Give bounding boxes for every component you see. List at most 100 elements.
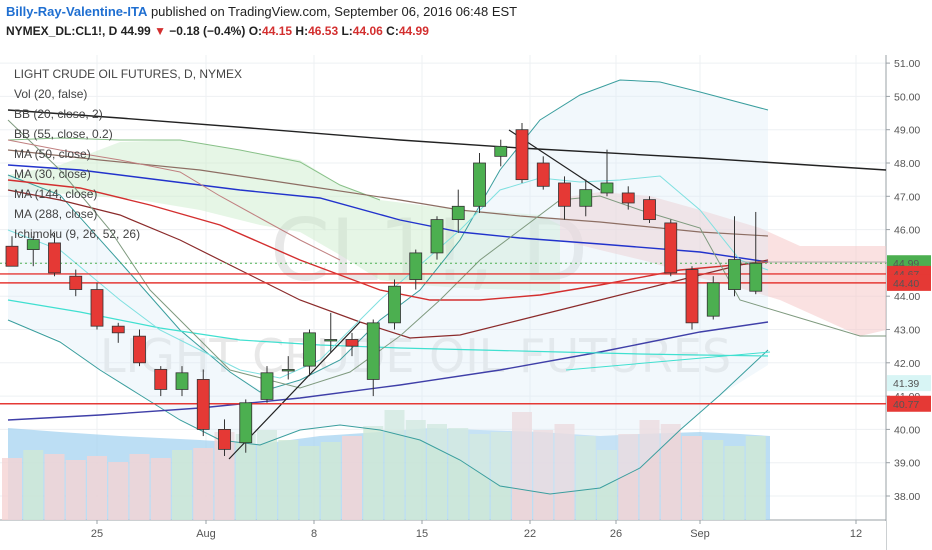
- candle-body: [324, 339, 338, 342]
- volume-bar: [172, 450, 192, 520]
- high-label: H:: [295, 24, 309, 38]
- volume-bar: [490, 432, 511, 520]
- ichimoku-base-extension: [565, 351, 771, 371]
- volume-bar: [554, 424, 575, 520]
- volume-bar: [299, 446, 320, 520]
- publish-info: published on TradingView.com, September …: [147, 4, 518, 19]
- y-tick-label: 49.00: [894, 125, 920, 137]
- volume-bar: [342, 436, 362, 520]
- volume-bar: [235, 434, 256, 520]
- candle-body: [494, 145, 508, 157]
- volume-bar: [214, 432, 235, 520]
- candle-body: [303, 332, 316, 367]
- indicator-legend-item[interactable]: MA (50, close): [14, 147, 91, 161]
- x-tick-label: Aug: [196, 528, 216, 540]
- indicator-legend-item[interactable]: BB (20, close, 2): [14, 107, 103, 121]
- low-label: L:: [341, 24, 353, 38]
- price-label-text: 40.77: [893, 399, 919, 411]
- volume-bar: [703, 440, 724, 520]
- y-tick-label: 38.00: [894, 491, 920, 503]
- low-value: 44.06: [352, 24, 383, 38]
- trend-line-resistance: [7, 109, 887, 171]
- candle-body: [621, 192, 635, 204]
- price-change: −0.18 (−0.4%): [169, 24, 246, 38]
- volume-bar: [427, 424, 447, 520]
- ma-144-line: [7, 149, 769, 237]
- indicator-legend-item[interactable]: MA (144, close): [14, 187, 97, 201]
- indicator-legend-item[interactable]: Vol (20, false): [14, 87, 87, 101]
- high-value: 46.53: [308, 24, 339, 38]
- bollinger-lower: [7, 319, 769, 495]
- candle-body: [706, 282, 720, 317]
- candle-body: [579, 189, 593, 207]
- indicator-legend-item[interactable]: MA (30, close): [14, 167, 91, 181]
- volume-bar: [150, 458, 171, 520]
- down-arrow-icon: ▼: [154, 24, 166, 38]
- candle-body: [90, 289, 104, 327]
- author-link[interactable]: Billy-Ray-Valentine-ITA: [6, 4, 148, 19]
- price-label-box: [887, 274, 931, 291]
- volume-bar: [278, 440, 299, 520]
- candle-body: [388, 285, 401, 324]
- candle-body: [260, 372, 274, 400]
- candle-body: [643, 199, 656, 221]
- price-label-text: 44.40: [893, 278, 919, 290]
- candle-body: [473, 162, 486, 207]
- y-tick-label: 39.00: [894, 458, 920, 470]
- candle-body: [345, 339, 359, 347]
- open-value: 44.15: [262, 24, 293, 38]
- volume-bar: [405, 420, 426, 520]
- candle-body: [196, 379, 210, 430]
- volume-bar: [512, 412, 532, 520]
- volume-bar: [682, 436, 702, 520]
- y-tick-label: 48.00: [894, 158, 920, 170]
- volume-bar: [384, 410, 405, 520]
- ichimoku-lagging-line: [7, 139, 341, 261]
- volume-bar: [745, 436, 766, 520]
- indicator-legend-item[interactable]: MA (288, close): [14, 207, 97, 221]
- x-tick-label: 8: [311, 528, 317, 540]
- candle-body: [366, 322, 380, 380]
- ma-50-line: [7, 164, 769, 263]
- y-tick-label: 50.00: [894, 91, 920, 103]
- x-tick-label: 12: [850, 528, 862, 540]
- y-tick-label: 44.00: [894, 291, 920, 303]
- x-tick-label: 15: [416, 528, 428, 540]
- indicator-legend-item[interactable]: BB (55, close, 0.2): [14, 127, 113, 141]
- volume-bar: [533, 430, 554, 520]
- y-axis-panel: [887, 55, 932, 550]
- ichimoku-span-a: [7, 137, 381, 201]
- candle-body: [536, 162, 550, 187]
- x-axis-panel: [0, 521, 886, 550]
- candle-body: [69, 275, 83, 290]
- ma-288-line: [7, 321, 769, 421]
- volume-bar: [108, 462, 129, 520]
- volume-bar: [129, 454, 150, 520]
- x-tick-label: 26: [610, 528, 622, 540]
- y-tick-label: 43.00: [894, 325, 920, 337]
- volume-bar: [65, 460, 86, 520]
- ichimoku-base-line: [7, 299, 769, 357]
- candle-body: [515, 129, 529, 181]
- open-label: O:: [248, 24, 263, 38]
- candle-body: [600, 182, 614, 194]
- y-tick-label: 40.00: [894, 424, 920, 436]
- candle-body: [175, 372, 189, 390]
- volume-bar: [363, 426, 384, 520]
- volume-bar: [23, 450, 44, 520]
- volume-bar: [193, 448, 214, 520]
- indicator-legend-item[interactable]: Ichimoku (9, 26, 52, 26): [14, 227, 140, 241]
- candle-body: [154, 369, 168, 390]
- price-label-box: [887, 395, 931, 412]
- chart-title: LIGHT CRUDE OIL FUTURES, D, NYMEX: [14, 67, 242, 81]
- x-tick-label: Sep: [690, 528, 710, 540]
- candle-body: [409, 252, 423, 280]
- candle-body: [133, 335, 146, 364]
- candle-body: [728, 259, 741, 290]
- candle-body: [749, 262, 763, 292]
- volume-bar: [469, 434, 490, 520]
- candle-body: [664, 222, 678, 274]
- volume-bar: [2, 458, 22, 520]
- x-tick-label: 25: [91, 528, 103, 540]
